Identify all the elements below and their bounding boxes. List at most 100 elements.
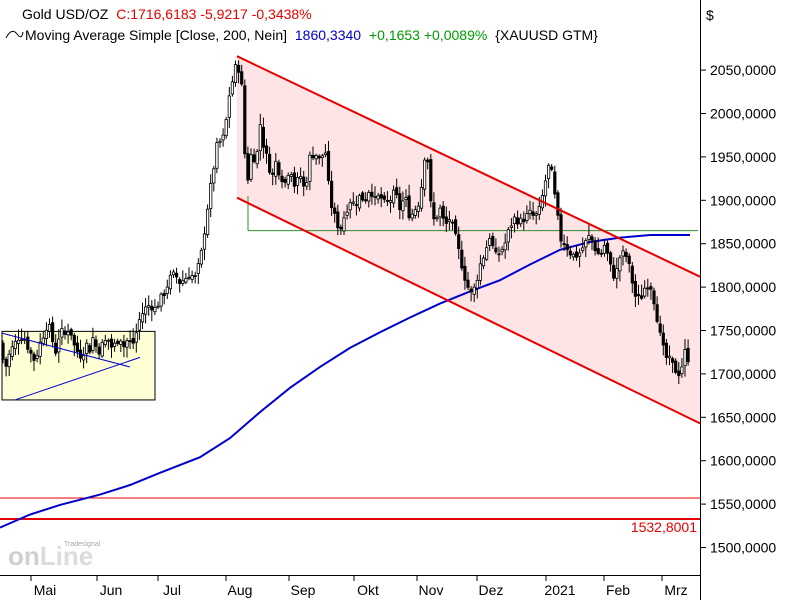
candle-body (370, 191, 374, 197)
candle-body (543, 180, 548, 197)
candle-body (215, 142, 219, 169)
y-tick-label: 2000,0000 (710, 106, 776, 122)
candle-body (63, 330, 67, 335)
triangle-line-2 (14, 356, 141, 401)
candle (196, 258, 200, 285)
candle-body (450, 221, 455, 224)
candle-body (605, 242, 610, 254)
candle (658, 315, 662, 337)
candle (122, 334, 126, 358)
candle (491, 232, 495, 249)
candle-body (75, 342, 79, 352)
candle (512, 213, 517, 233)
candle-body (453, 219, 458, 234)
y-tick-label: 1750,0000 (710, 323, 776, 339)
candle (457, 226, 461, 260)
x-tick-label: Okt (357, 582, 379, 598)
candle-body (376, 195, 380, 200)
candle-body (19, 339, 24, 341)
candle-body (274, 160, 278, 177)
candle (10, 340, 14, 361)
candle-body (212, 168, 216, 184)
candle-body (255, 151, 259, 165)
candle (382, 192, 386, 203)
candle-body (484, 247, 489, 260)
candle (323, 143, 328, 158)
candle-body (491, 236, 495, 247)
candle (410, 208, 414, 222)
candle (627, 252, 631, 273)
candle (51, 316, 55, 348)
candle (128, 330, 132, 350)
candle (633, 274, 638, 307)
candle-body (438, 207, 442, 218)
candle-body (147, 305, 151, 308)
candle-body (311, 155, 315, 159)
candle-body (649, 286, 653, 290)
candle-body (44, 329, 49, 339)
candle (370, 183, 374, 205)
candle (643, 280, 647, 299)
candle-body (51, 322, 55, 343)
candle (116, 338, 120, 346)
candle (82, 346, 86, 369)
candle-body (562, 243, 566, 246)
candle-body (156, 305, 160, 308)
candle (202, 226, 207, 261)
candle-body (367, 192, 371, 202)
candle-body (72, 335, 76, 346)
y-tick-label: 1850,0000 (710, 236, 776, 252)
candle-body (624, 251, 628, 257)
candle-body (466, 279, 470, 288)
y-tick-label: 1550,0000 (710, 496, 776, 512)
candle-body (140, 313, 145, 323)
candle (295, 172, 300, 195)
candle-body (342, 217, 346, 232)
candle (469, 286, 473, 302)
candle (509, 218, 514, 239)
candle-body (587, 234, 591, 240)
candle-body (677, 370, 681, 377)
candle-body (289, 174, 293, 177)
candle-body (683, 349, 687, 367)
candle (193, 271, 197, 284)
candle-body (590, 236, 594, 241)
candle-body (565, 244, 569, 251)
candle-body (410, 213, 414, 219)
candle (94, 335, 98, 353)
candle (165, 279, 169, 299)
candle-body (329, 180, 334, 208)
candle-body (252, 154, 256, 163)
candle-body (686, 347, 690, 363)
candle-body (444, 216, 448, 224)
candle (581, 237, 585, 254)
candle-body (292, 172, 297, 187)
candle-body (457, 234, 461, 249)
candle-body (671, 358, 675, 363)
candle (553, 165, 557, 199)
candle (264, 138, 269, 164)
candle (280, 169, 284, 189)
candle (478, 254, 483, 286)
candle-body (522, 218, 526, 223)
candle (484, 240, 489, 262)
channel-lower-line (236, 196, 701, 425)
candle-body (209, 183, 213, 209)
candle-body (97, 346, 101, 355)
candle (667, 345, 672, 366)
candle (91, 327, 95, 354)
candle-body (317, 155, 321, 159)
candle (109, 334, 114, 358)
candle-body (553, 171, 557, 195)
candle-body (633, 280, 638, 297)
candle (97, 343, 101, 359)
candle (671, 356, 675, 374)
candle (447, 210, 452, 230)
candle-body (187, 276, 191, 279)
candle (184, 273, 188, 285)
candle-body (60, 328, 64, 338)
candle (7, 349, 11, 376)
candle-body (559, 214, 563, 242)
candle (271, 168, 275, 186)
candle-body (7, 353, 11, 368)
